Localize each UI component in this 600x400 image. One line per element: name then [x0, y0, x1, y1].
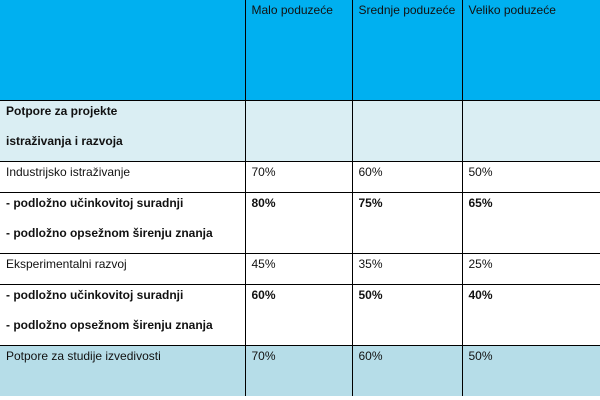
section-empty-cell: [461, 100, 600, 162]
small-value: 80%: [251, 196, 276, 210]
table-row-experimental-development-bonus: - podložno učinkovitoj suradnji - podlož…: [0, 284, 600, 346]
small-value: 70%: [251, 349, 276, 363]
large-value: 65%: [468, 196, 493, 210]
row-label-cell: Potpore za studije izvedivosti: [0, 345, 246, 396]
section-title-line-1: Potpore za projekte: [6, 104, 118, 118]
large-value-cell: 65%: [461, 192, 600, 254]
header-large-enterprise: Veliko poduzeće: [461, 0, 600, 101]
row-label-cell: - podložno učinkovitoj suradnji - podlož…: [0, 192, 246, 254]
small-value-cell: 70%: [244, 345, 353, 396]
table-header-row: Malo poduzeće Srednje poduzeće Veliko po…: [0, 0, 600, 101]
section-row-rd-projects: Potpore za projekte istraživanja i razvo…: [0, 100, 600, 162]
medium-value-cell: 60%: [351, 161, 463, 193]
large-value: 50%: [468, 349, 493, 363]
small-value: 60%: [251, 288, 276, 302]
row-label-dissemination: - podložno opsežnom širenju znanja: [6, 318, 213, 332]
row-label: Eksperimentalni razvoj: [6, 257, 127, 271]
section-empty-cell: [244, 100, 353, 162]
row-label: Potpore za studije izvedivosti: [6, 349, 161, 363]
row-label-collaboration: - podložno učinkovitoj suradnji: [6, 288, 184, 302]
medium-value-cell: 75%: [351, 192, 463, 254]
table-row-industrial-research: Industrijsko istraživanje 70% 60% 50%: [0, 161, 600, 193]
table-row-feasibility-studies: Potpore za studije izvedivosti 70% 60% 5…: [0, 345, 600, 396]
medium-value-cell: 60%: [351, 345, 463, 396]
medium-value-cell: 50%: [351, 284, 463, 346]
medium-value: 60%: [358, 349, 383, 363]
row-label-dissemination: - podložno opsežnom širenju znanja: [6, 226, 213, 240]
header-large-label: Veliko poduzeće: [468, 3, 556, 17]
large-value: 50%: [468, 165, 493, 179]
small-value: 70%: [251, 165, 276, 179]
large-value-cell: 25%: [461, 253, 600, 285]
header-medium-label: Srednje poduzeće: [358, 3, 456, 17]
header-medium-enterprise: Srednje poduzeće: [351, 0, 463, 101]
row-label-collaboration: - podložno učinkovitoj suradnji: [6, 196, 184, 210]
row-label-cell: Industrijsko istraživanje: [0, 161, 246, 193]
section-title-line-2: istraživanja i razvoja: [6, 134, 123, 148]
large-value: 25%: [468, 257, 493, 271]
small-value-cell: 70%: [244, 161, 353, 193]
row-label: Industrijsko istraživanje: [6, 165, 131, 179]
header-small-label: Malo poduzeće: [251, 3, 333, 17]
large-value: 40%: [468, 288, 493, 302]
section-title-cell: Potpore za projekte istraživanja i razvo…: [0, 100, 246, 162]
medium-value: 75%: [358, 196, 383, 210]
header-small-enterprise: Malo poduzeće: [244, 0, 353, 101]
row-label-cell: Eksperimentalni razvoj: [0, 253, 246, 285]
large-value-cell: 40%: [461, 284, 600, 346]
large-value-cell: 50%: [461, 161, 600, 193]
small-value-cell: 45%: [244, 253, 353, 285]
small-value-cell: 80%: [244, 192, 353, 254]
table-row-industrial-research-bonus: - podložno učinkovitoj suradnji - podlož…: [0, 192, 600, 254]
small-value: 45%: [251, 257, 276, 271]
large-value-cell: 50%: [461, 345, 600, 396]
header-empty-cell: [0, 0, 246, 101]
medium-value: 35%: [358, 257, 383, 271]
medium-value: 50%: [358, 288, 383, 302]
medium-value: 60%: [358, 165, 383, 179]
medium-value-cell: 35%: [351, 253, 463, 285]
table-row-experimental-development: Eksperimentalni razvoj 45% 35% 25%: [0, 253, 600, 285]
section-empty-cell: [351, 100, 463, 162]
row-label-cell: - podložno učinkovitoj suradnji - podlož…: [0, 284, 246, 346]
small-value-cell: 60%: [244, 284, 353, 346]
